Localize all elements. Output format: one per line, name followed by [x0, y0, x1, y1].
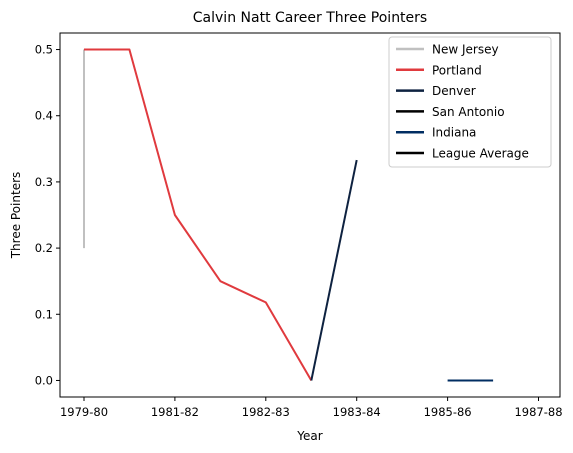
y-axis: 0.0 0.1 0.2 0.3 0.4 0.5	[35, 43, 60, 387]
plot-frame	[59, 32, 561, 398]
y-tick-label: 0.1	[35, 307, 53, 321]
x-tick-label: 1985-86	[424, 405, 472, 419]
x-tick-label: 1987-88	[514, 405, 562, 419]
legend-label: Indiana	[432, 126, 476, 140]
legend-label: Denver	[432, 84, 476, 98]
x-axis-label: Year	[296, 429, 322, 443]
y-tick-label: 0.4	[35, 109, 53, 123]
x-tick-label: 1982-83	[242, 405, 290, 419]
y-axis-label: Three Pointers	[9, 172, 23, 260]
legend: New Jersey Portland Denver San Antonio India…	[388, 36, 552, 168]
series-line-denver	[310, 159, 358, 381]
plot-lines	[83, 48, 494, 382]
legend-label: San Antonio	[432, 105, 505, 119]
x-tick-label: 1979-80	[60, 405, 108, 419]
y-tick-label: 0.0	[35, 373, 53, 387]
x-tick-label: 1981-82	[151, 405, 199, 419]
series-line-portland	[84, 48, 313, 382]
chart-title: Calvin Natt Career Three Pointers	[193, 10, 427, 26]
legend-label: League Average	[432, 147, 529, 161]
x-axis: 1979-80 1981-82 1982-83 1983-84 1985-86 1987-…	[60, 397, 563, 419]
legend-box	[388, 36, 552, 168]
legend-label: New Jersey	[432, 43, 499, 57]
y-tick-label: 0.5	[35, 43, 53, 57]
x-tick-label: 1983-84	[333, 405, 381, 419]
y-tick-label: 0.2	[35, 241, 53, 255]
legend-label: Portland	[432, 63, 482, 77]
y-tick-label: 0.3	[35, 175, 53, 189]
